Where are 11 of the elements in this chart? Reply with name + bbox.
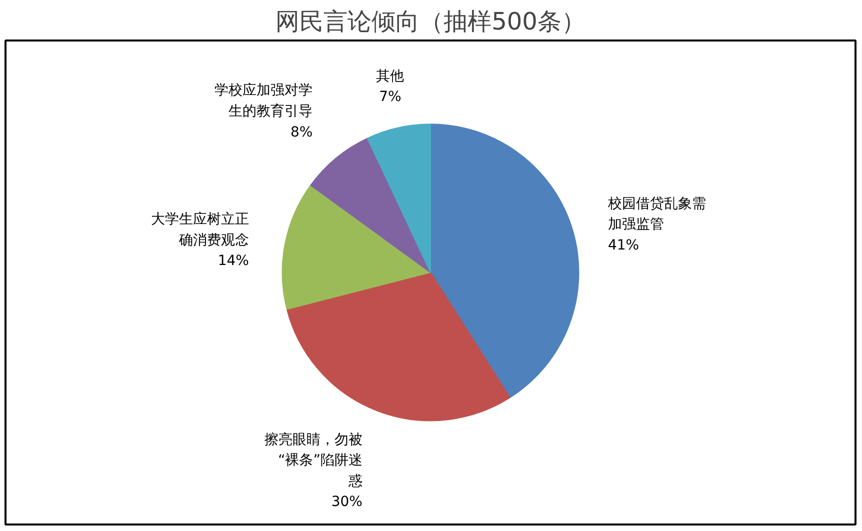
slice-label: 其他 [376,68,404,84]
slice-label: 校园借贷乱象需加强监管 [606,196,706,233]
slice-label: 大学生应树立正确消费观念 [150,211,249,248]
slice-label: 学校应加强对学生的教育引导 [214,82,313,120]
data-label: 30% [331,494,362,510]
data-label: 14% [218,253,249,270]
slice-label: 擦亮眼睛，勿被“裸条”陷阱迷惑 [264,432,362,490]
data-label: 8% [290,124,313,140]
data-label: 7% [379,89,402,106]
chart-title: 网民言论倾向（抽样500条） [276,8,586,36]
data-label: 41% [608,237,640,254]
